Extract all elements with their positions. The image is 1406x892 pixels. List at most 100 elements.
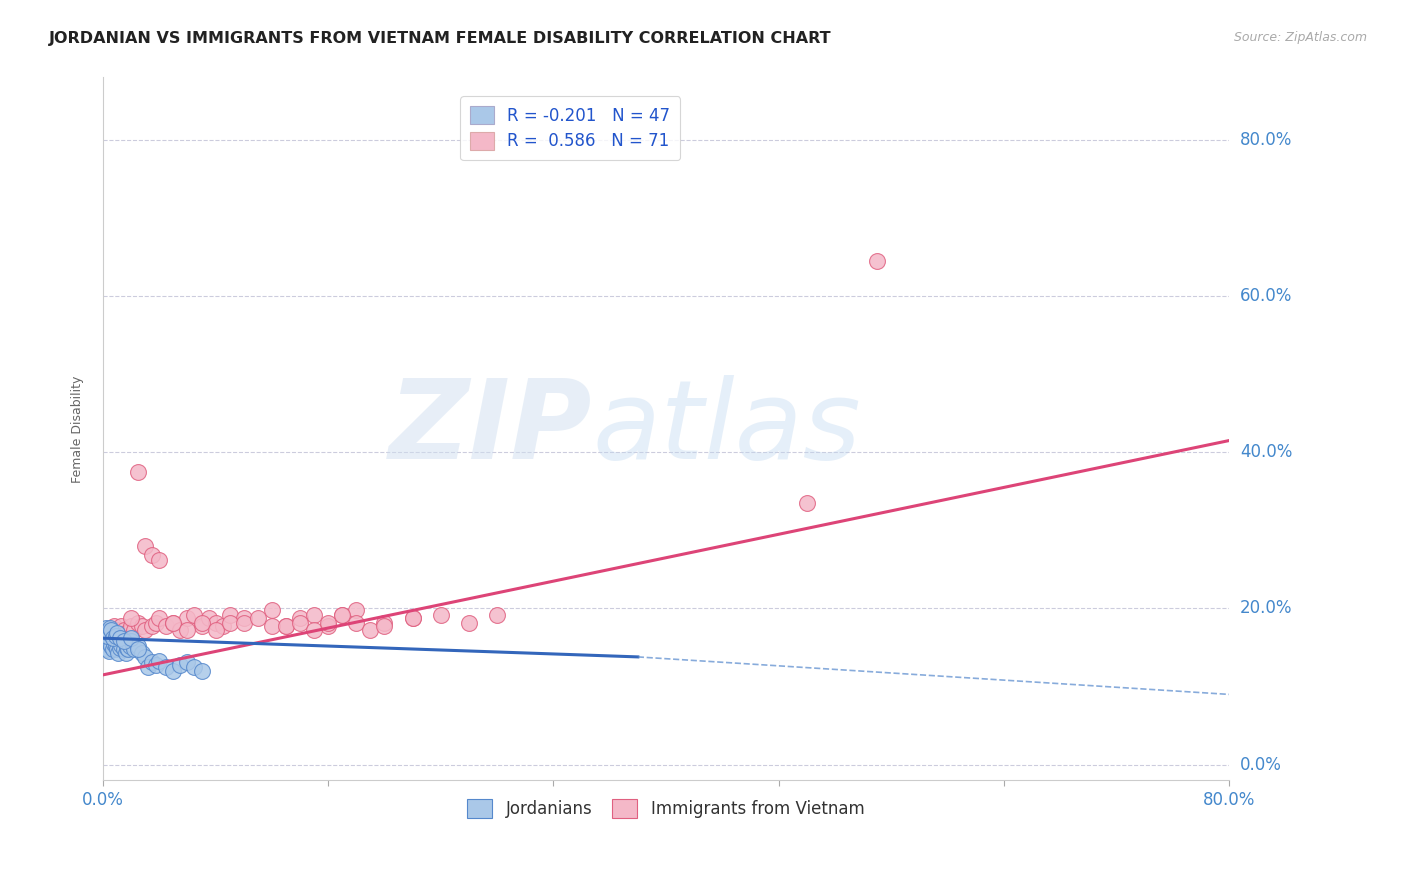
Point — [148, 553, 170, 567]
Point — [155, 660, 177, 674]
Point — [401, 611, 423, 625]
Point — [430, 607, 453, 622]
Point — [344, 603, 367, 617]
Text: ZIP: ZIP — [389, 376, 593, 483]
Point — [96, 631, 118, 645]
Point — [183, 607, 205, 622]
Point — [107, 626, 129, 640]
Point — [114, 646, 136, 660]
Point — [94, 626, 117, 640]
Point — [104, 631, 127, 645]
Text: 20.0%: 20.0% — [1240, 599, 1292, 617]
Point — [288, 615, 311, 630]
Point — [190, 618, 212, 632]
Point — [359, 624, 381, 638]
Point — [169, 657, 191, 672]
Point — [105, 624, 128, 638]
Point — [176, 624, 198, 638]
Point — [401, 611, 423, 625]
Point — [218, 607, 240, 622]
Text: 40.0%: 40.0% — [1240, 443, 1292, 461]
Point — [108, 631, 131, 645]
Point — [141, 655, 163, 669]
Point — [246, 611, 269, 625]
Point — [127, 639, 149, 653]
Point — [104, 639, 127, 653]
Point — [93, 637, 115, 651]
Point — [97, 644, 120, 658]
Point — [120, 634, 142, 648]
Point — [155, 618, 177, 632]
Point — [134, 649, 156, 664]
Point — [260, 618, 283, 632]
Point — [141, 618, 163, 632]
Point — [316, 615, 339, 630]
Point — [162, 615, 184, 630]
Point — [122, 624, 145, 638]
Point — [105, 642, 128, 657]
Point — [145, 615, 167, 630]
Point — [100, 639, 122, 653]
Point — [115, 640, 138, 655]
Point — [316, 618, 339, 632]
Point — [98, 624, 121, 638]
Point — [458, 615, 481, 630]
Point — [169, 624, 191, 638]
Point — [112, 642, 135, 657]
Point — [162, 615, 184, 630]
Point — [866, 254, 889, 268]
Point — [120, 611, 142, 625]
Point — [97, 634, 120, 648]
Point — [288, 611, 311, 625]
Point — [373, 615, 395, 630]
Point — [302, 607, 325, 622]
Point — [211, 618, 233, 632]
Point — [120, 618, 142, 632]
Point — [204, 624, 226, 638]
Point — [96, 642, 118, 657]
Point — [121, 638, 143, 652]
Point — [94, 632, 117, 647]
Point — [97, 626, 120, 640]
Point — [796, 496, 818, 510]
Point — [94, 621, 117, 635]
Text: Source: ZipAtlas.com: Source: ZipAtlas.com — [1233, 31, 1367, 45]
Text: 0.0%: 0.0% — [1240, 756, 1282, 773]
Point — [197, 611, 219, 625]
Point — [148, 654, 170, 668]
Point — [117, 642, 139, 657]
Point — [148, 611, 170, 625]
Text: 80.0%: 80.0% — [1240, 131, 1292, 149]
Point — [127, 615, 149, 630]
Point — [112, 624, 135, 638]
Point — [136, 660, 159, 674]
Point — [117, 631, 139, 645]
Point — [127, 465, 149, 479]
Point — [260, 603, 283, 617]
Point — [232, 611, 254, 625]
Point — [101, 642, 124, 657]
Point — [112, 634, 135, 648]
Point — [100, 624, 122, 638]
Point — [183, 660, 205, 674]
Point — [96, 629, 118, 643]
Point — [120, 631, 142, 645]
Point — [274, 618, 297, 632]
Point — [131, 618, 153, 632]
Point — [105, 626, 128, 640]
Point — [218, 615, 240, 630]
Point — [162, 664, 184, 678]
Text: JORDANIAN VS IMMIGRANTS FROM VIETNAM FEMALE DISABILITY CORRELATION CHART: JORDANIAN VS IMMIGRANTS FROM VIETNAM FEM… — [49, 31, 832, 46]
Text: 60.0%: 60.0% — [1240, 287, 1292, 305]
Point — [176, 611, 198, 625]
Point — [103, 637, 125, 651]
Point — [108, 640, 131, 655]
Point — [176, 655, 198, 669]
Point — [110, 638, 132, 652]
Point — [190, 615, 212, 630]
Point — [344, 615, 367, 630]
Point — [302, 624, 325, 638]
Point — [100, 626, 122, 640]
Point — [122, 642, 145, 657]
Point — [93, 637, 115, 651]
